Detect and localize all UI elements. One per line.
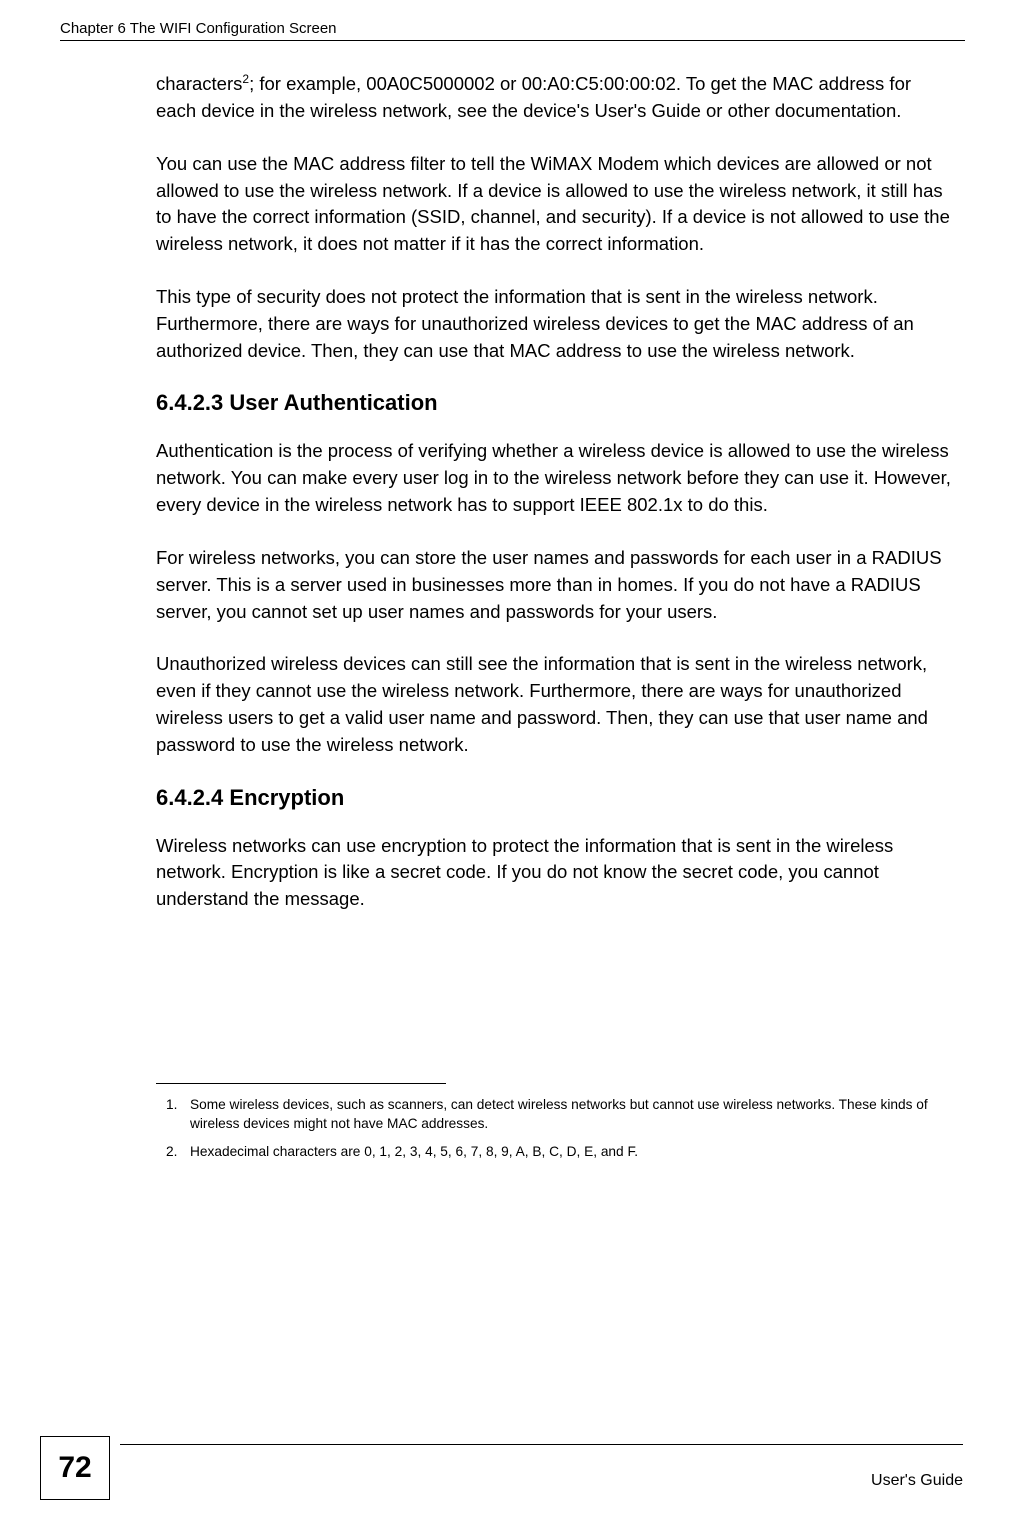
- paragraph-mac-intro: characters2; for example, 00A0C5000002 o…: [156, 71, 955, 125]
- footnote-separator: [156, 1083, 446, 1084]
- page-number-box: 72: [40, 1436, 110, 1500]
- body-content: characters2; for example, 00A0C5000002 o…: [60, 71, 965, 1161]
- paragraph-auth-intro: Authentication is the process of verifyi…: [156, 438, 955, 518]
- footnote-1-number: 1.: [156, 1096, 190, 1133]
- heading-encryption: 6.4.2.4 Encryption: [156, 785, 955, 811]
- header-rule: Chapter 6 The WIFI Configuration Screen: [60, 20, 965, 41]
- page-container: Chapter 6 The WIFI Configuration Screen …: [0, 0, 1025, 1524]
- footnote-2: 2. Hexadecimal characters are 0, 1, 2, 3…: [156, 1143, 955, 1161]
- footnote-2-text: Hexadecimal characters are 0, 1, 2, 3, 4…: [190, 1143, 955, 1161]
- footnote-1-text: Some wireless devices, such as scanners,…: [190, 1096, 955, 1133]
- page-footer: 72 User's Guide: [0, 1444, 1025, 1504]
- heading-user-auth: 6.4.2.3 User Authentication: [156, 390, 955, 416]
- page-number: 72: [58, 1451, 91, 1485]
- text-frag-a: characters: [156, 73, 242, 94]
- paragraph-radius: For wireless networks, you can store the…: [156, 545, 955, 625]
- chapter-title: Chapter 6 The WIFI Configuration Screen: [60, 20, 965, 37]
- guide-label: User's Guide: [871, 1472, 963, 1490]
- footer-rule: [120, 1444, 963, 1445]
- paragraph-auth-warning: Unauthorized wireless devices can still …: [156, 651, 955, 758]
- footnote-1: 1. Some wireless devices, such as scanne…: [156, 1096, 955, 1133]
- text-frag-b: ; for example, 00A0C5000002 or 00:A0:C5:…: [156, 73, 911, 121]
- paragraph-encryption: Wireless networks can use encryption to …: [156, 833, 955, 913]
- footnote-2-number: 2.: [156, 1143, 190, 1161]
- paragraph-mac-filter: You can use the MAC address filter to te…: [156, 151, 955, 258]
- paragraph-mac-warning: This type of security does not protect t…: [156, 284, 955, 364]
